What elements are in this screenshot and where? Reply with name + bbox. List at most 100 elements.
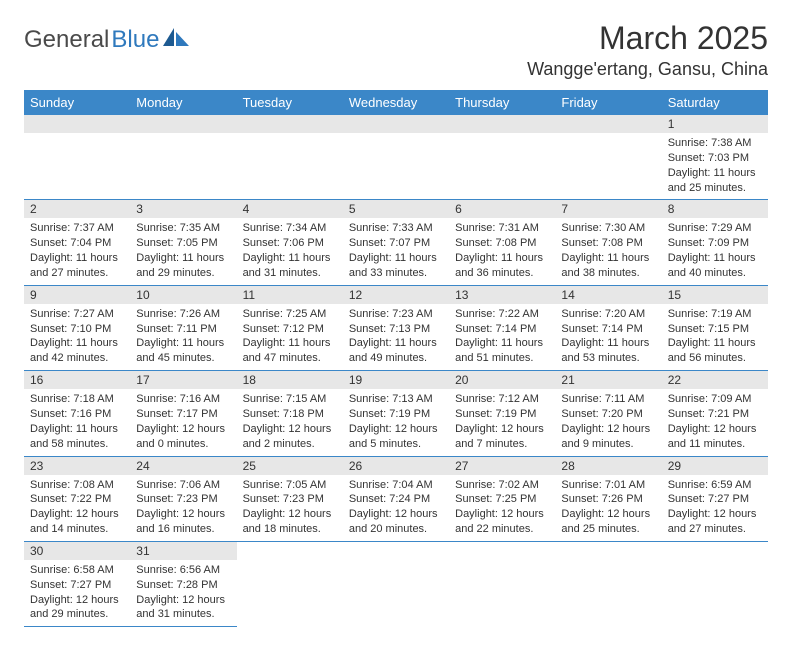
calendar-day-empty <box>555 541 661 626</box>
day-line-ss: Sunset: 7:18 PM <box>243 407 337 422</box>
day-line-d2: and 38 minutes. <box>561 266 655 281</box>
day-line-d1: Daylight: 11 hours <box>561 251 655 266</box>
day-line-sr: Sunrise: 6:59 AM <box>668 478 762 493</box>
day-number: 23 <box>24 457 130 475</box>
day-line-d1: Daylight: 11 hours <box>30 422 124 437</box>
calendar-day: 27Sunrise: 7:02 AMSunset: 7:25 PMDayligh… <box>449 456 555 541</box>
day-line-d2: and 40 minutes. <box>668 266 762 281</box>
day-line-d1: Daylight: 11 hours <box>243 251 337 266</box>
month-title: March 2025 <box>527 20 768 57</box>
calendar-week: 23Sunrise: 7:08 AMSunset: 7:22 PMDayligh… <box>24 456 768 541</box>
day-line-ss: Sunset: 7:04 PM <box>30 236 124 251</box>
calendar-day: 14Sunrise: 7:20 AMSunset: 7:14 PMDayligh… <box>555 285 661 370</box>
day-line-d2: and 53 minutes. <box>561 351 655 366</box>
day-line-d1: Daylight: 11 hours <box>668 251 762 266</box>
calendar-day: 23Sunrise: 7:08 AMSunset: 7:22 PMDayligh… <box>24 456 130 541</box>
day-line-ss: Sunset: 7:25 PM <box>455 492 549 507</box>
day-line-sr: Sunrise: 7:19 AM <box>668 307 762 322</box>
day-content: Sunrise: 7:34 AMSunset: 7:06 PMDaylight:… <box>237 218 343 284</box>
day-line-ss: Sunset: 7:20 PM <box>561 407 655 422</box>
calendar-week: 1Sunrise: 7:38 AMSunset: 7:03 PMDaylight… <box>24 115 768 200</box>
day-line-d2: and 27 minutes. <box>668 522 762 537</box>
day-content: Sunrise: 7:04 AMSunset: 7:24 PMDaylight:… <box>343 475 449 541</box>
calendar-day: 9Sunrise: 7:27 AMSunset: 7:10 PMDaylight… <box>24 285 130 370</box>
location: Wangge'ertang, Gansu, China <box>527 59 768 80</box>
day-line-d1: Daylight: 12 hours <box>668 422 762 437</box>
calendar-day-empty <box>662 541 768 626</box>
calendar-day: 17Sunrise: 7:16 AMSunset: 7:17 PMDayligh… <box>130 371 236 456</box>
logo-sail-icon <box>163 26 189 48</box>
day-line-d1: Daylight: 11 hours <box>455 251 549 266</box>
day-number: 17 <box>130 371 236 389</box>
day-line-sr: Sunrise: 7:27 AM <box>30 307 124 322</box>
day-content: Sunrise: 7:09 AMSunset: 7:21 PMDaylight:… <box>662 389 768 455</box>
day-line-ss: Sunset: 7:19 PM <box>455 407 549 422</box>
day-line-d1: Daylight: 12 hours <box>243 507 337 522</box>
empty-daynum-bar <box>555 115 661 133</box>
day-content: Sunrise: 7:13 AMSunset: 7:19 PMDaylight:… <box>343 389 449 455</box>
day-line-d1: Daylight: 12 hours <box>136 507 230 522</box>
day-number: 11 <box>237 286 343 304</box>
day-line-d2: and 2 minutes. <box>243 437 337 452</box>
day-content: Sunrise: 7:35 AMSunset: 7:05 PMDaylight:… <box>130 218 236 284</box>
empty-daynum-bar <box>130 115 236 133</box>
calendar-table: SundayMondayTuesdayWednesdayThursdayFrid… <box>24 90 768 627</box>
day-line-d2: and 51 minutes. <box>455 351 549 366</box>
day-number: 31 <box>130 542 236 560</box>
day-header: Wednesday <box>343 90 449 115</box>
day-number: 19 <box>343 371 449 389</box>
day-line-d1: Daylight: 11 hours <box>668 166 762 181</box>
day-line-d1: Daylight: 12 hours <box>30 507 124 522</box>
day-line-sr: Sunrise: 7:35 AM <box>136 221 230 236</box>
day-line-sr: Sunrise: 7:05 AM <box>243 478 337 493</box>
day-content: Sunrise: 7:08 AMSunset: 7:22 PMDaylight:… <box>24 475 130 541</box>
day-line-d2: and 56 minutes. <box>668 351 762 366</box>
day-line-sr: Sunrise: 7:22 AM <box>455 307 549 322</box>
day-line-d2: and 36 minutes. <box>455 266 549 281</box>
calendar-day: 10Sunrise: 7:26 AMSunset: 7:11 PMDayligh… <box>130 285 236 370</box>
day-content: Sunrise: 7:31 AMSunset: 7:08 PMDaylight:… <box>449 218 555 284</box>
day-content: Sunrise: 7:25 AMSunset: 7:12 PMDaylight:… <box>237 304 343 370</box>
calendar-day: 18Sunrise: 7:15 AMSunset: 7:18 PMDayligh… <box>237 371 343 456</box>
calendar-day: 29Sunrise: 6:59 AMSunset: 7:27 PMDayligh… <box>662 456 768 541</box>
day-number: 4 <box>237 200 343 218</box>
day-number: 26 <box>343 457 449 475</box>
day-number: 27 <box>449 457 555 475</box>
calendar-day-empty <box>237 115 343 200</box>
day-number: 15 <box>662 286 768 304</box>
day-line-sr: Sunrise: 7:06 AM <box>136 478 230 493</box>
day-content: Sunrise: 7:37 AMSunset: 7:04 PMDaylight:… <box>24 218 130 284</box>
calendar-week: 16Sunrise: 7:18 AMSunset: 7:16 PMDayligh… <box>24 371 768 456</box>
calendar-day: 24Sunrise: 7:06 AMSunset: 7:23 PMDayligh… <box>130 456 236 541</box>
day-content: Sunrise: 7:20 AMSunset: 7:14 PMDaylight:… <box>555 304 661 370</box>
day-line-d1: Daylight: 12 hours <box>243 422 337 437</box>
day-content: Sunrise: 7:18 AMSunset: 7:16 PMDaylight:… <box>24 389 130 455</box>
day-line-sr: Sunrise: 7:33 AM <box>349 221 443 236</box>
day-content: Sunrise: 6:56 AMSunset: 7:28 PMDaylight:… <box>130 560 236 626</box>
day-header: Sunday <box>24 90 130 115</box>
logo: General Blue <box>24 26 189 54</box>
day-line-d1: Daylight: 12 hours <box>30 593 124 608</box>
day-line-d2: and 16 minutes. <box>136 522 230 537</box>
day-number: 2 <box>24 200 130 218</box>
day-line-ss: Sunset: 7:14 PM <box>455 322 549 337</box>
calendar-day: 31Sunrise: 6:56 AMSunset: 7:28 PMDayligh… <box>130 541 236 626</box>
day-number: 28 <box>555 457 661 475</box>
day-line-ss: Sunset: 7:15 PM <box>668 322 762 337</box>
day-number: 18 <box>237 371 343 389</box>
day-line-d2: and 0 minutes. <box>136 437 230 452</box>
day-line-d2: and 25 minutes. <box>668 181 762 196</box>
calendar-day: 11Sunrise: 7:25 AMSunset: 7:12 PMDayligh… <box>237 285 343 370</box>
day-line-ss: Sunset: 7:10 PM <box>30 322 124 337</box>
calendar-day: 6Sunrise: 7:31 AMSunset: 7:08 PMDaylight… <box>449 200 555 285</box>
header: General Blue March 2025 Wangge'ertang, G… <box>24 20 768 80</box>
day-line-ss: Sunset: 7:17 PM <box>136 407 230 422</box>
day-content: Sunrise: 7:15 AMSunset: 7:18 PMDaylight:… <box>237 389 343 455</box>
day-number: 3 <box>130 200 236 218</box>
day-number: 5 <box>343 200 449 218</box>
calendar-day: 12Sunrise: 7:23 AMSunset: 7:13 PMDayligh… <box>343 285 449 370</box>
calendar-day: 5Sunrise: 7:33 AMSunset: 7:07 PMDaylight… <box>343 200 449 285</box>
calendar-day: 30Sunrise: 6:58 AMSunset: 7:27 PMDayligh… <box>24 541 130 626</box>
calendar-day: 25Sunrise: 7:05 AMSunset: 7:23 PMDayligh… <box>237 456 343 541</box>
day-line-ss: Sunset: 7:08 PM <box>561 236 655 251</box>
